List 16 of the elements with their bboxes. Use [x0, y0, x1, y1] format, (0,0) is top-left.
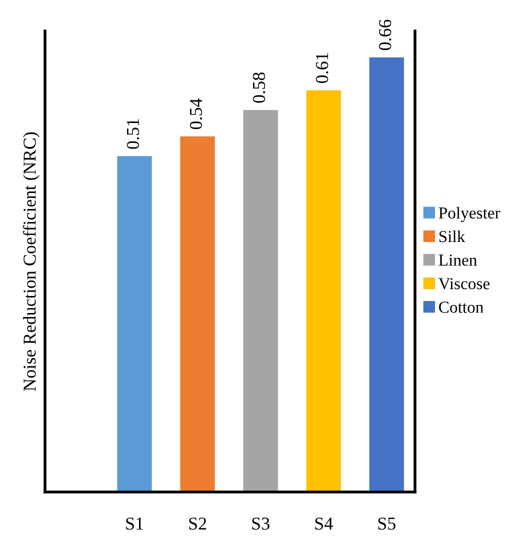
legend-label: Cotton — [439, 302, 484, 313]
x-tick-label: S3 — [252, 518, 270, 530]
data-label: 0.58 — [252, 72, 266, 103]
data-label: 0.51 — [126, 119, 140, 149]
data-label: 0.54 — [190, 98, 202, 130]
data-label: 0.61 — [316, 53, 328, 83]
x-tick-label: S4 — [315, 518, 333, 530]
x-tick-label: S2 — [189, 518, 206, 530]
x-tick-label: S1 — [126, 518, 143, 530]
x-tick-label: S5 — [378, 518, 396, 530]
legend-label: Linen — [438, 254, 477, 266]
legend-label: Silk — [439, 230, 466, 242]
data-label: 0.66 — [378, 20, 392, 50]
y-axis-title: Noise Reduction Coefficient (NRC) — [22, 132, 40, 391]
legend-label: Polyester — [438, 206, 500, 222]
legend-label: Viscose — [438, 278, 490, 290]
